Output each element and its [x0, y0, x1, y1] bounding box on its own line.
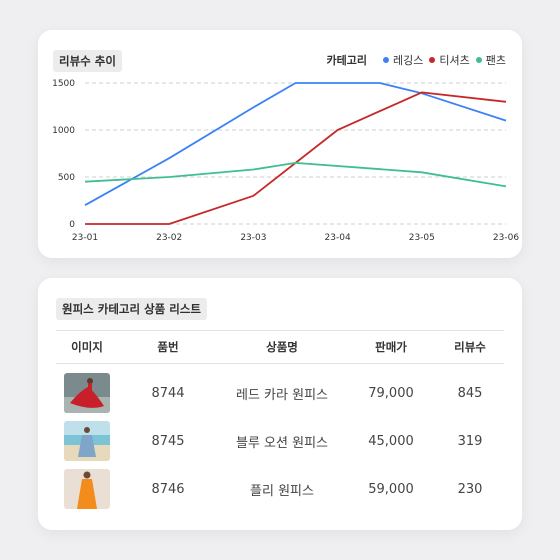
legend-label-pants: 팬츠	[485, 54, 506, 67]
product-thumbnail-orange-dress[interactable]	[64, 469, 110, 509]
x-tick-label: 23-01	[72, 233, 98, 243]
table-row[interactable]: 8746 플리 원피스 59,000 230	[56, 465, 504, 513]
product-code: 8745	[151, 433, 185, 449]
chart-title: 리뷰수 추이	[53, 50, 122, 72]
review-trend-chart: 0 500 1000 1500 23-01 23-02 23-03 23-04 23-05 23-…	[52, 79, 519, 243]
chart-legend: 카테고리 레깅스 티셔츠 팬츠	[327, 52, 506, 68]
legend-label-leggings: 레깅스	[393, 54, 424, 67]
product-name[interactable]: 블루 오션 원피스	[236, 435, 328, 451]
series-line-1	[85, 91, 507, 225]
x-tick-label: 23-06	[493, 233, 519, 243]
product-price: 45,000	[368, 433, 414, 449]
x-tick-label: 23-03	[240, 233, 266, 243]
product-reviews: 319	[457, 433, 483, 449]
header-name[interactable]: 상품명	[266, 340, 298, 354]
header-image[interactable]: 이미지	[71, 340, 103, 354]
x-tick-label: 23-02	[156, 233, 182, 243]
product-thumbnail-blue-dress[interactable]	[64, 421, 110, 461]
legend-label-tshirts: 티셔츠	[439, 54, 470, 67]
legend-item-pants[interactable]: 팬츠	[475, 52, 506, 68]
legend-dot-tshirts	[429, 57, 436, 63]
product-thumbnail-red-dress[interactable]	[64, 373, 110, 413]
product-code: 8744	[151, 385, 185, 401]
review-trend-card: 0 500 1000 1500 23-01 23-02 23-03 23-04 23-05 23-…	[38, 30, 522, 258]
legend-title: 카테고리	[326, 54, 367, 67]
product-reviews: 845	[457, 385, 483, 401]
product-table: 이미지 품번 상품명 판매가 리뷰수	[56, 330, 504, 513]
table-row[interactable]: 8744 레드 카라 원피스 79,000 845	[56, 369, 504, 417]
header-price[interactable]: 판매가	[375, 340, 407, 354]
x-tick-label: 23-05	[409, 233, 435, 243]
legend-item-leggings[interactable]: 레깅스	[383, 52, 423, 68]
y-tick-label: 1500	[52, 79, 75, 89]
legend-item-tshirts[interactable]: 티셔츠	[429, 52, 470, 68]
table-title: 원피스 카테고리 상품 리스트	[56, 298, 207, 320]
series-line-0	[84, 82, 507, 206]
header-reviews[interactable]: 리뷰수	[454, 340, 486, 354]
dress-product-list-card: 원피스 카테고리 상품 리스트 이미지 품번 상품명 판매가 리뷰수	[38, 278, 522, 530]
legend-dot-leggings	[383, 57, 389, 63]
product-reviews: 230	[457, 481, 483, 497]
table-header-row: 이미지 품번 상품명 판매가 리뷰수	[56, 330, 504, 364]
product-name[interactable]: 플리 원피스	[250, 483, 314, 499]
product-name[interactable]: 레드 카라 원피스	[236, 387, 328, 403]
product-price: 59,000	[368, 481, 414, 497]
product-price: 79,000	[368, 385, 414, 401]
series-line-2	[84, 162, 507, 188]
legend-dot-pants	[475, 57, 482, 63]
x-tick-label: 23-04	[325, 233, 351, 243]
header-code[interactable]: 품번	[157, 340, 179, 354]
y-tick-label: 0	[69, 220, 75, 230]
y-tick-label: 1000	[52, 126, 75, 136]
table-row[interactable]: 8745 블루 오션 원피스 45,000 319	[56, 417, 504, 465]
y-tick-label: 500	[58, 173, 75, 183]
product-code: 8746	[151, 481, 185, 497]
